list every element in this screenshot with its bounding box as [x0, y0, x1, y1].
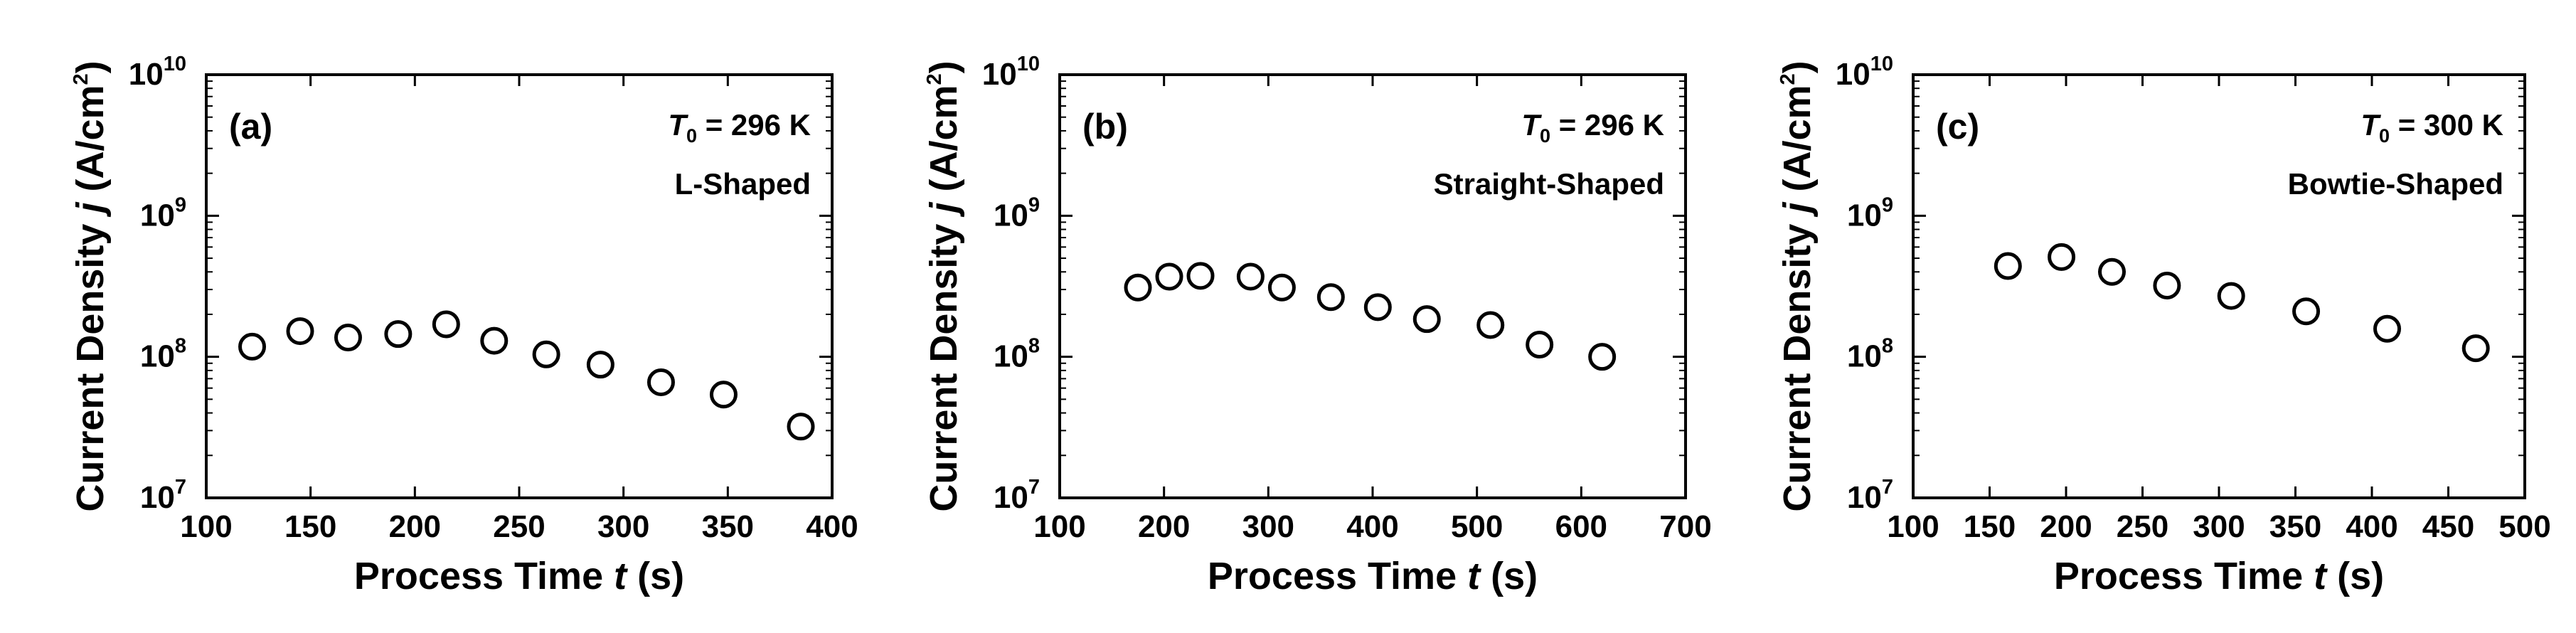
x-tick-label: 350	[702, 509, 754, 544]
x-tick-label: 100	[1887, 509, 1939, 544]
x-tick-label: 400	[1346, 509, 1398, 544]
x-tick-label: 300	[2193, 509, 2245, 544]
y-tick-label: 1010	[129, 53, 186, 92]
data-point	[1363, 293, 1392, 321]
data-point	[1236, 262, 1265, 291]
data-point	[238, 332, 267, 361]
x-tick-label: 200	[389, 509, 441, 544]
x-tick-label: 250	[2117, 509, 2168, 544]
data-point	[2153, 271, 2181, 299]
data-point	[532, 340, 560, 368]
data-point	[384, 320, 413, 349]
x-tick-label: 100	[180, 509, 232, 544]
data-point	[334, 324, 362, 352]
shape-label: Straight-Shaped	[1434, 167, 1664, 201]
x-tick-label: 300	[1242, 509, 1294, 544]
chart-panel: 100 150 200 250 300 350 400 450 500 107 108 109 1010…	[1776, 53, 2551, 597]
x-tick-label: 700	[1659, 509, 1711, 544]
data-point	[1412, 305, 1441, 334]
x-tick-label: 150	[284, 509, 336, 544]
shape-label: Bowtie-Shaped	[2288, 167, 2503, 201]
data-point	[646, 368, 675, 396]
x-axis-label: Process Time t (s)	[2054, 555, 2384, 597]
x-tick-label: 500	[1451, 509, 1503, 544]
temperature-annotation: T0 = 296 K	[668, 108, 811, 147]
y-tick-label: 1010	[1836, 53, 1893, 92]
x-tick-label: 450	[2422, 509, 2474, 544]
y-tick-label: 107	[994, 476, 1040, 515]
y-axis-label: Current Density j (A/cm2)	[1776, 60, 1819, 511]
data-point	[1588, 343, 1617, 371]
y-tick-label: 1010	[982, 53, 1040, 92]
shape-label: L-Shaped	[675, 167, 811, 201]
data-point	[1994, 252, 2022, 280]
data-point	[1316, 283, 1345, 312]
panel-label: (c)	[1936, 107, 1979, 147]
data-point	[2048, 243, 2076, 271]
x-tick-label: 400	[806, 509, 858, 544]
data-point	[787, 413, 815, 441]
x-axis-label: Process Time t (s)	[354, 555, 684, 597]
data-point	[709, 381, 738, 409]
x-tick-label: 250	[493, 509, 545, 544]
y-tick-label: 108	[1847, 335, 1893, 374]
x-axis-label: Process Time t (s)	[1208, 555, 1538, 597]
data-point	[432, 310, 460, 339]
x-tick-label: 600	[1555, 509, 1607, 544]
x-tick-label: 400	[2346, 509, 2397, 544]
y-tick-label: 107	[140, 476, 186, 515]
chart-panel: 100 200 300 400 500 600 700 107 108 109 1010 Proces…	[922, 53, 1712, 597]
data-point	[586, 351, 614, 379]
data-point	[1124, 273, 1152, 302]
y-tick-label: 108	[140, 335, 186, 374]
y-tick-label: 109	[140, 193, 186, 233]
data-point	[2373, 314, 2401, 343]
data-point	[2217, 282, 2245, 310]
x-tick-label: 500	[2498, 509, 2550, 544]
y-tick-label: 108	[994, 335, 1040, 374]
x-tick-label: 200	[2040, 509, 2092, 544]
data-point	[2098, 257, 2126, 286]
y-tick-label: 109	[994, 193, 1040, 233]
x-tick-label: 300	[597, 509, 649, 544]
data-point	[1267, 273, 1296, 302]
y-tick-label: 107	[1847, 476, 1893, 515]
chart-panel: 100 150 200 250 300 350 400 107 108 109 1010 Proces…	[69, 53, 858, 597]
data-point	[2461, 334, 2490, 363]
x-tick-label: 100	[1033, 509, 1085, 544]
data-point	[1526, 331, 1554, 359]
data-point	[286, 317, 314, 346]
temperature-annotation: T0 = 300 K	[2361, 108, 2503, 147]
data-point	[1155, 262, 1183, 291]
x-tick-label: 200	[1138, 509, 1190, 544]
y-axis-label: Current Density j (A/cm2)	[69, 60, 112, 511]
y-axis-label: Current Density j (A/cm2)	[922, 60, 965, 511]
data-point	[2292, 297, 2321, 326]
panel-label: (a)	[229, 107, 272, 147]
data-point	[480, 326, 509, 355]
panel-label: (b)	[1082, 107, 1128, 147]
y-tick-label: 109	[1847, 193, 1893, 233]
x-tick-label: 350	[2269, 509, 2321, 544]
data-point	[1186, 262, 1215, 290]
data-point	[1476, 311, 1505, 339]
temperature-annotation: T0 = 296 K	[1521, 108, 1664, 147]
x-tick-label: 150	[1964, 509, 2016, 544]
